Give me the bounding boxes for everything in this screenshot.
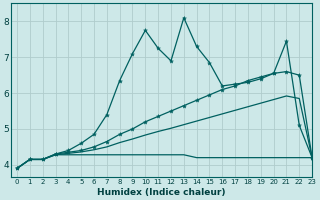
X-axis label: Humidex (Indice chaleur): Humidex (Indice chaleur) — [97, 188, 226, 197]
